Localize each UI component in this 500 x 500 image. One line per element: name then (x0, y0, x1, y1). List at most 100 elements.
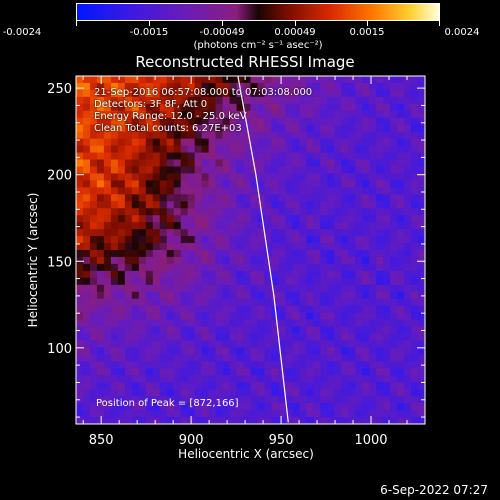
heatmap-cell (362, 180, 370, 188)
heatmap-cell (271, 89, 279, 98)
heatmap-cell (152, 382, 161, 390)
heatmap-cell (117, 375, 126, 383)
heatmap-cell (110, 138, 119, 146)
heatmap-cell (187, 284, 196, 293)
heatmap-cell (103, 187, 112, 195)
heatmap-cell (180, 347, 189, 355)
heatmap-cell (271, 159, 279, 167)
heatmap-cell (264, 389, 272, 397)
heatmap-cell (76, 333, 84, 341)
heatmap-cell (397, 208, 405, 216)
heatmap-cell (306, 159, 314, 167)
heatmap-cell (369, 166, 377, 174)
heatmap-cell (341, 291, 349, 300)
heatmap-cell (285, 333, 293, 341)
heatmap-cell (313, 347, 321, 355)
heatmap-cell (236, 417, 244, 425)
heatmap-cell (215, 354, 223, 362)
heatmap-cell (257, 152, 265, 160)
heatmap-cell (341, 76, 349, 84)
heatmap-cell (278, 354, 286, 362)
heatmap-cell (390, 180, 398, 188)
heatmap-cell (334, 124, 342, 133)
heatmap-cell (376, 89, 384, 98)
heatmap-cell (285, 222, 293, 230)
heatmap-cell (313, 138, 321, 146)
heatmap-cell (320, 417, 328, 425)
heatmap-cell (236, 277, 244, 286)
heatmap-cell (397, 222, 405, 230)
heatmap-cell (76, 145, 84, 153)
heatmap-cell (222, 117, 230, 126)
heatmap-cell (327, 187, 335, 195)
heatmap-cell (236, 201, 244, 209)
heatmap-cell (390, 229, 398, 237)
heatmap-cell (257, 277, 265, 286)
heatmap-cell (250, 382, 258, 390)
heatmap-cell (208, 222, 216, 230)
heatmap-cell (404, 375, 412, 383)
heatmap-cell (138, 131, 147, 140)
heatmap-cell (145, 256, 154, 265)
heatmap-cell (369, 76, 377, 84)
heatmap-cell (194, 152, 203, 160)
heatmap-cell (145, 173, 154, 181)
heatmap-cell (103, 417, 112, 425)
heatmap-cell (334, 298, 342, 307)
heatmap-cell (152, 145, 161, 153)
heatmap-cell (411, 312, 419, 320)
heatmap-cell (131, 82, 140, 91)
heatmap-cell (152, 312, 161, 320)
heatmap-cell (418, 173, 426, 181)
heatmap-cell (124, 145, 133, 153)
heatmap-cell (411, 403, 419, 411)
heatmap-cell (320, 236, 328, 244)
heatmap-cell (292, 222, 300, 230)
heatmap-cell (299, 103, 307, 112)
heatmap-cell (152, 82, 161, 91)
heatmap-cell (138, 76, 147, 84)
heatmap-cell (362, 319, 370, 327)
heatmap-cell (250, 375, 258, 383)
heatmap-cell (124, 305, 133, 314)
heatmap-cell (264, 145, 272, 153)
heatmap-cell (271, 194, 279, 202)
heatmap-cell (76, 298, 84, 307)
heatmap-cell (131, 347, 140, 355)
heatmap-cell (278, 173, 286, 181)
heatmap-cell (82, 333, 91, 341)
heatmap-cell (376, 152, 384, 160)
heatmap-cell (397, 124, 405, 133)
heatmap-cell (180, 173, 189, 181)
heatmap-cell (355, 396, 363, 404)
heatmap-cell (201, 410, 210, 418)
heatmap-cell (320, 368, 328, 376)
heatmap-cell (369, 312, 377, 320)
heatmap-cell (166, 117, 175, 126)
heatmap-cell (208, 291, 216, 300)
heatmap-cell (173, 201, 182, 209)
heatmap-cell (411, 145, 419, 153)
heatmap-cell (404, 347, 412, 355)
heatmap-cell (313, 250, 321, 258)
heatmap-cell (131, 319, 140, 327)
heatmap-cell (250, 187, 258, 195)
heatmap-cell (222, 89, 230, 98)
heatmap-cell (145, 347, 154, 355)
heatmap-cell (131, 187, 140, 195)
heatmap-cell (369, 298, 377, 307)
heatmap-cell (173, 284, 182, 293)
heatmap-cell (383, 250, 391, 258)
heatmap-cell (285, 145, 293, 153)
heatmap-cell (397, 354, 405, 362)
heatmap-cell (418, 284, 426, 293)
heatmap-cell (187, 340, 196, 348)
heatmap-cell (278, 326, 286, 334)
heatmap-cell (313, 243, 321, 251)
heatmap-cell (89, 215, 98, 223)
heatmap-cell (96, 389, 105, 397)
heatmap-cell (215, 194, 223, 202)
heatmap-cell (159, 326, 168, 334)
heatmap-cell (334, 180, 342, 188)
heatmap-cell (117, 229, 126, 237)
